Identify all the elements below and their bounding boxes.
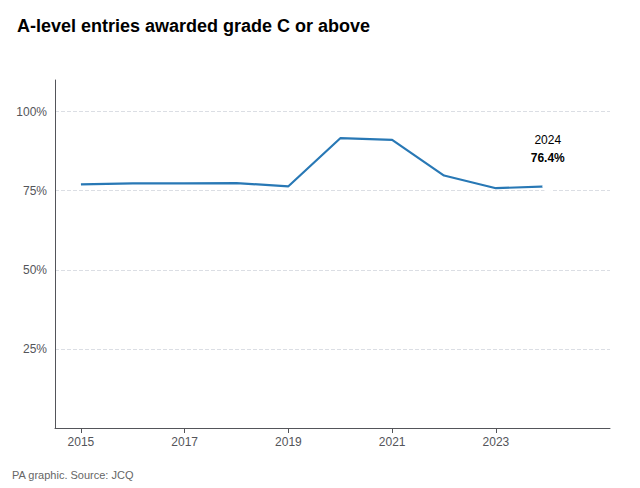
svg-text:2023: 2023 [483, 435, 510, 449]
svg-text:2019: 2019 [275, 435, 302, 449]
svg-text:25%: 25% [23, 342, 47, 356]
svg-text:76.4%: 76.4% [531, 151, 565, 165]
svg-text:50%: 50% [23, 263, 47, 277]
svg-text:2024: 2024 [534, 133, 561, 147]
svg-text:PA graphic. Source: JCQ: PA graphic. Source: JCQ [12, 469, 134, 481]
svg-text:75%: 75% [23, 184, 47, 198]
svg-text:2021: 2021 [379, 435, 406, 449]
svg-text:A-level entries awarded grade: A-level entries awarded grade C or above [17, 16, 370, 36]
svg-text:2017: 2017 [171, 435, 198, 449]
svg-text:100%: 100% [16, 105, 47, 119]
svg-text:2015: 2015 [68, 435, 95, 449]
